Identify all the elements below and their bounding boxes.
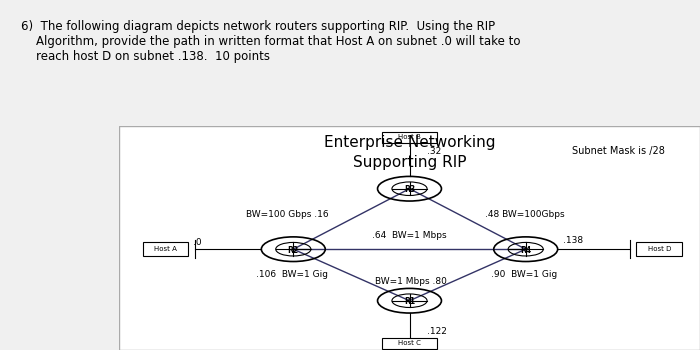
FancyBboxPatch shape [382,132,437,143]
Text: BW=1 Mbps .80: BW=1 Mbps .80 [374,277,447,286]
Text: .64  BW=1 Mbps: .64 BW=1 Mbps [372,231,447,240]
Text: Supporting RIP: Supporting RIP [353,155,466,170]
Text: BW=100 Gbps .16: BW=100 Gbps .16 [246,210,328,219]
Text: Subnet Mask is /28: Subnet Mask is /28 [572,146,665,156]
Text: .122: .122 [427,327,447,336]
Text: .48 BW=100Gbps: .48 BW=100Gbps [485,210,565,219]
Text: R2: R2 [288,246,299,255]
Text: Host C: Host C [398,340,421,346]
FancyBboxPatch shape [143,242,188,256]
Text: .90  BW=1 Gig: .90 BW=1 Gig [491,271,557,279]
Text: .138: .138 [564,236,584,245]
Text: R4: R4 [520,246,531,255]
Text: R1: R1 [404,298,415,307]
Text: Host A: Host A [154,246,177,252]
FancyBboxPatch shape [382,338,437,349]
Text: .106  BW=1 Gig: .106 BW=1 Gig [256,271,328,279]
Text: Host D: Host D [648,246,671,252]
Text: Host B: Host B [398,134,421,140]
Text: 6)  The following diagram depicts network routers supporting RIP.  Using the RIP: 6) The following diagram depicts network… [21,20,521,63]
FancyBboxPatch shape [119,126,700,350]
FancyBboxPatch shape [636,242,682,256]
Text: R3: R3 [404,186,415,195]
Text: Enterprise Networking: Enterprise Networking [323,135,496,150]
Text: .0: .0 [193,238,202,247]
Text: .32: .32 [427,147,441,156]
